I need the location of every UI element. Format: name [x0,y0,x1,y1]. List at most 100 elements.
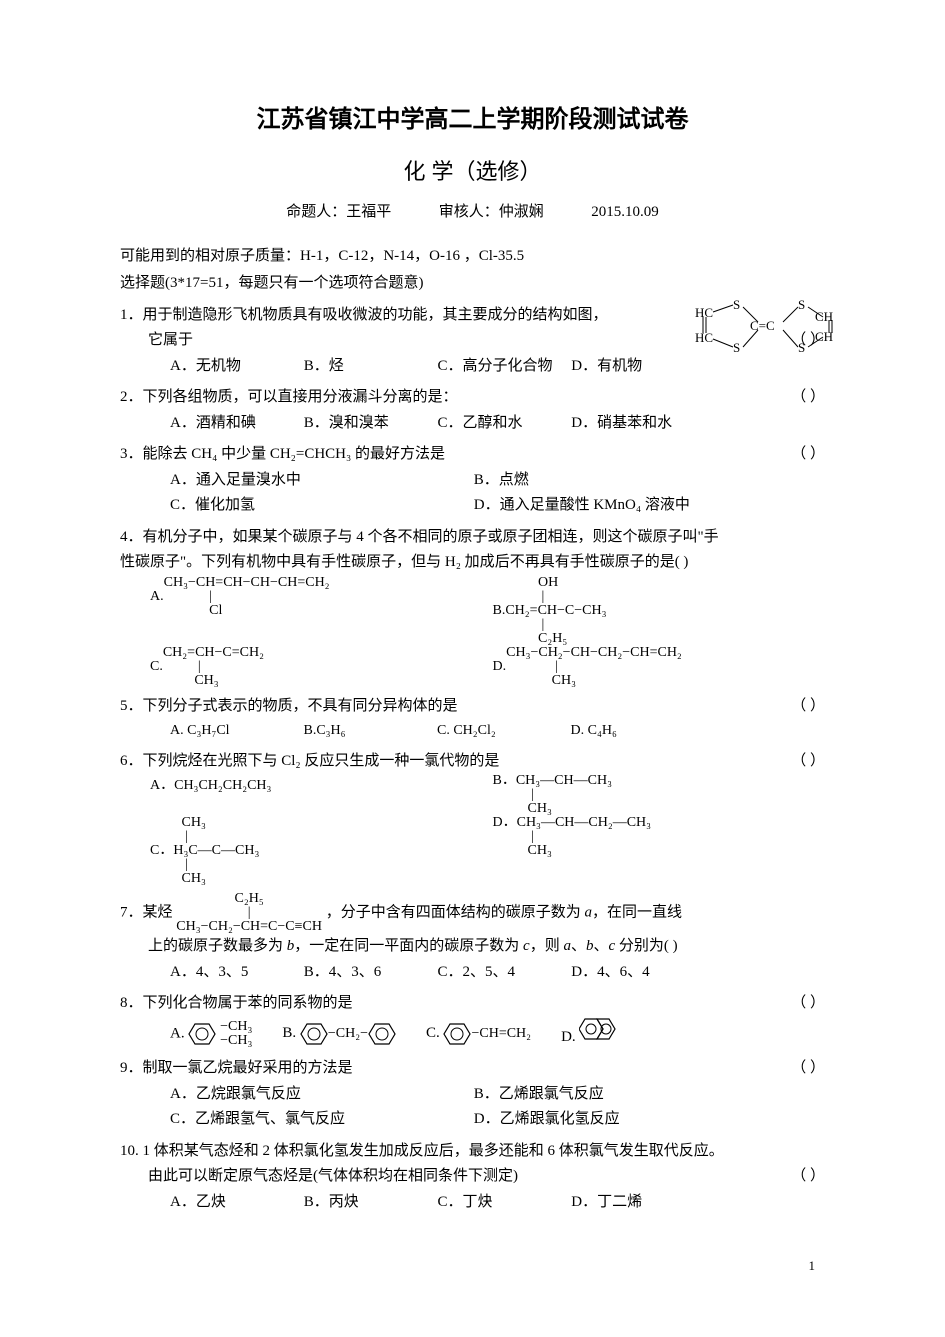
q4a-l2: | [164,590,330,604]
q1-opt-a: A．无机物 [170,354,300,380]
q8-paren: （ ） [791,991,825,1017]
q7-l2a: 上的碳原子数最多为 [148,938,287,954]
q7-f-mid: | [176,906,322,920]
q7-l2b: ，一定在同一平面内的碳原子数为 [294,938,523,954]
page-title: 江苏省镇江中学高二上学期阶段测试试卷 [120,100,825,141]
page-subtitle: 化 学（选修） [120,153,825,190]
atomic-masses: 可能用到的相对原子质量：H-1，C-12，N-14，O-16 ，Cl-35.5 [120,244,825,270]
q9-opt-a: A．乙烷跟氯气反应 [170,1082,470,1108]
q7-f-top: C₂H₅ [176,892,322,906]
question-5: 5．下列分子式表示的物质，不具有同分异构体的是 （ ） A. C₃H₇Cl B.… [120,694,825,743]
q3-opt-a: A．通入足量溴水中 [170,468,470,494]
q5-paren: （ ） [791,694,825,720]
benzene-icon [300,1022,328,1046]
reviewer-label: 审核人： [439,204,499,220]
svg-text:C=C: C=C [750,318,775,333]
q7-opt-c: C．2、5、4 [438,960,568,986]
q8-options: A. −CH₃−CH₃ B. −CH₂− C. −CH=CH₂ D. [120,1017,825,1051]
q5-text: 5．下列分子式表示的物质，不具有同分异构体的是 [120,698,458,714]
q4a-l1: CH₃−CH=CH−CH−CH=CH₂ [164,576,330,590]
q1-opt-b: B．烃 [304,354,434,380]
q4d-l3: CH₃ [506,674,682,688]
q4b-l2: B.CH₂=CH−C−CH₃ [493,604,607,618]
q8a-s2: −CH₃ [220,1034,252,1048]
naphthalene-icon [579,1029,623,1045]
q6d-l2: | [493,830,652,844]
q6c-l3: | [150,858,259,872]
q3-opt-c: C．催化加氢 [170,493,470,519]
q3-options: A．通入足量溴水中 B．点燃 C．催化加氢 D．通入足量酸性 KMnO₄ 溶液中 [120,468,825,519]
q6-row2: CH₃ | C．H₃C—C—CH₃ | CH₃ D．CH₃—CH—CH₂—CH₃… [120,816,825,886]
question-3: 3．能除去 CH₄ 中少量 CH₂=CHCH₃ 的最好方法是 （ ） A．通入足… [120,442,825,519]
q6-paren: （ ） [791,749,825,775]
q1-structure-figure: HC HC S S C=C S S CH CH [695,297,835,366]
author: 王福平 [346,204,391,220]
q6-opt-c: CH₃ | C．H₃C—C—CH₃ | CH₃ [150,816,483,886]
q4-opt-b: OH | B.CH₂=CH−C−CH₃ | C₂H₅ [493,576,826,646]
q1-stem-b: 它属于 [148,332,193,348]
q8-opt-d: D. [561,1017,623,1051]
q5-opt-d: D. C₄H₆ [571,719,701,743]
q2-options: A．酒精和碘 B．溴和溴苯 C．乙醇和水 D．硝基苯和水 [120,411,825,437]
q2-text: 2．下列各组物质，可以直接用分液漏斗分离的是： [120,389,458,405]
q9-opt-d: D．乙烯跟氯化氢反应 [474,1107,774,1133]
q2-opt-b: B．溴和溴苯 [304,411,434,437]
q1-opt-d: D．有机物 [571,354,701,380]
q7-l2d1: 、 [571,938,586,954]
q5-opt-b: B.C₃H₆ [304,719,434,743]
q4-opt-c: C. CH₂=CH−C=CH₂ | CH₃ [150,646,483,688]
q4c-l2: | [163,660,264,674]
q7-options: A．4、3、5 B．4、3、6 C．2、5、4 D．4、6、4 [120,960,825,986]
q6c-l1: | [150,830,259,844]
q8-opt-c: C. −CH=CH₂ [426,1021,531,1047]
q9-opt-c: C．乙烯跟氢气、氯气反应 [170,1107,470,1133]
q10-opt-d: D．丁二烯 [571,1190,701,1216]
q7-line2: 上的碳原子数最多为 b，一定在同一平面内的碳原子数为 c，则 a、b、c 分别为… [120,934,825,960]
q6b-l3: CH₃ [493,802,612,816]
mc-note: 选择题(3*17=51，每题只有一个选项符合题意) [120,271,825,297]
q9-options: A．乙烷跟氯气反应 B．乙烯跟氯气反应 C．乙烯跟氢气、氯气反应 D．乙烯跟氯化… [120,1082,825,1133]
svg-text:CH: CH [815,329,833,344]
svg-text:S: S [733,340,740,355]
q6-opt-d: D．CH₃—CH—CH₂—CH₃ | CH₃ [493,816,826,886]
benzene-icon [368,1022,396,1046]
q3-paren: （ ） [791,442,825,468]
q4c-l3: CH₃ [163,674,264,688]
q4-opt-a: A. CH₃−CH=CH−CH−CH=CH₂ | Cl [150,576,483,646]
q8-text: 8．下列化合物属于苯的同系物的是 [120,995,353,1011]
question-4: 4．有机分子中，如果某个碳原子与 4 个各不相同的原子或原子团相连，则这个碳原子… [120,525,825,688]
q10-text1: 10. 1 体积某气态烃和 2 体积氯化氢发生加成反应后，最多还能和 6 体积氯… [120,1139,825,1165]
q4d-l2: | [506,660,682,674]
q4b-l0: OH [493,576,607,590]
q4d-l1: CH₃−CH₂−CH−CH₂−CH=CH₂ [506,646,682,660]
question-2: 2．下列各组物质，可以直接用分液漏斗分离的是： （ ） A．酒精和碘 B．溴和溴… [120,385,825,436]
q6-opt-a: A．CH₃CH₂CH₂CH₃ [150,774,483,816]
q10-options: A．乙炔 B．丙炔 C．丁炔 D．丁二烯 [120,1190,825,1216]
q6b-l2: | [493,788,612,802]
q6-text: 6．下列烷烃在光照下与 Cl₂ 反应只生成一种一氯代物的是 [120,753,499,769]
q6d-l3: CH₃ [493,844,652,858]
q6-row1: A．CH₃CH₂CH₂CH₃ B．CH₃—CH—CH₃ | CH₃ [120,774,825,816]
q7-formula: C₂H₅ | CH₃−CH₂−CH=C−C≡CH [176,892,322,934]
q5-options: A. C₃H₇Cl B.C₃H₆ C. CH₂Cl₂ D. C₄H₆ [120,719,825,743]
q7-a: a [585,905,593,921]
q10-opt-b: B．丙炔 [304,1190,434,1216]
q7-opt-a: A．4、3、5 [170,960,300,986]
q10-text2: 由此可以断定原气态烃是(气体体积均在相同条件下测定) [148,1168,518,1184]
q3-text: 3．能除去 CH₄ 中少量 CH₂=CHCH₃ 的最好方法是 [120,446,445,462]
q7-a2: a [563,938,571,954]
meta-line: 命题人：王福平 审核人：仲淑娴 2015.10.09 [120,200,825,226]
q7-pre: 7．某烃 [120,905,173,921]
q7-after: ，分子中含有四面体结构的碳原子数为 [326,905,585,921]
question-1: 1．用于制造隐形飞机物质具有吸收微波的功能，其主要成分的结构如图， 它属于 （ … [120,303,825,380]
svg-text:S: S [798,340,805,355]
q5-opt-c: C. CH₂Cl₂ [437,719,567,743]
author-label: 命题人： [286,204,346,220]
q8c-s: −CH=CH₂ [471,1026,531,1041]
q7-opt-d: D．4、6、4 [571,960,701,986]
q7-f-main: CH₃−CH₂−CH=C−C≡CH [176,920,322,934]
q2-opt-d: D．硝基苯和水 [571,411,701,437]
q4-row2: C. CH₂=CH−C=CH₂ | CH₃ D. CH₃−CH₂−CH−CH₂−… [120,646,825,688]
q9-opt-b: B．乙烯跟氯气反应 [474,1082,774,1108]
reviewer: 仲淑娴 [499,204,544,220]
